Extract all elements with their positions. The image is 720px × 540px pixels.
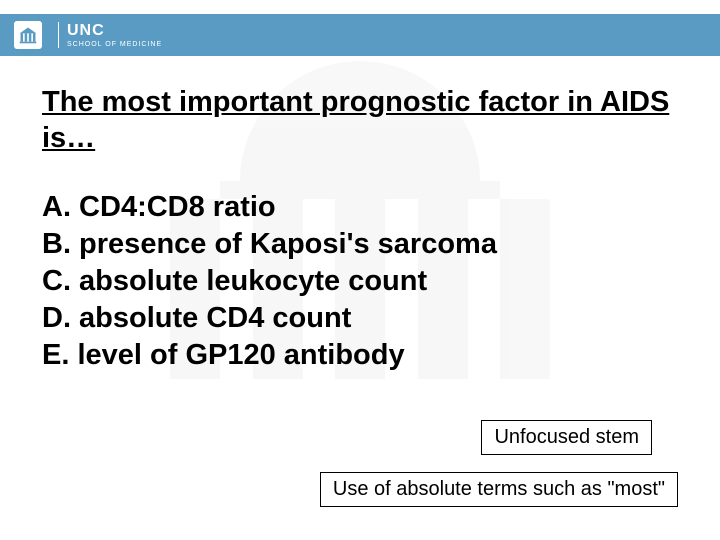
options-list: A. CD4:CD8 ratio B. presence of Kaposi's… bbox=[42, 189, 678, 375]
option-e: E. level of GP120 antibody bbox=[42, 337, 678, 374]
question-title: The most important prognostic factor in … bbox=[42, 84, 678, 157]
callout-absolute-terms: Use of absolute terms such as "most" bbox=[320, 472, 678, 507]
slide-content: The most important prognostic factor in … bbox=[42, 84, 678, 374]
header-bar: UNC SCHOOL OF MEDICINE bbox=[0, 14, 720, 56]
callout-unfocused-stem: Unfocused stem bbox=[481, 420, 652, 455]
header-divider bbox=[58, 22, 59, 48]
org-subtitle: SCHOOL OF MEDICINE bbox=[67, 41, 162, 48]
option-d: D. absolute CD4 count bbox=[42, 300, 678, 337]
unc-logo-icon bbox=[14, 21, 42, 49]
option-b: B. presence of Kaposi's sarcoma bbox=[42, 226, 678, 263]
org-abbrev: UNC bbox=[67, 23, 162, 39]
header-text: UNC SCHOOL OF MEDICINE bbox=[67, 23, 162, 48]
option-c: C. absolute leukocyte count bbox=[42, 263, 678, 300]
option-a: A. CD4:CD8 ratio bbox=[42, 189, 678, 226]
